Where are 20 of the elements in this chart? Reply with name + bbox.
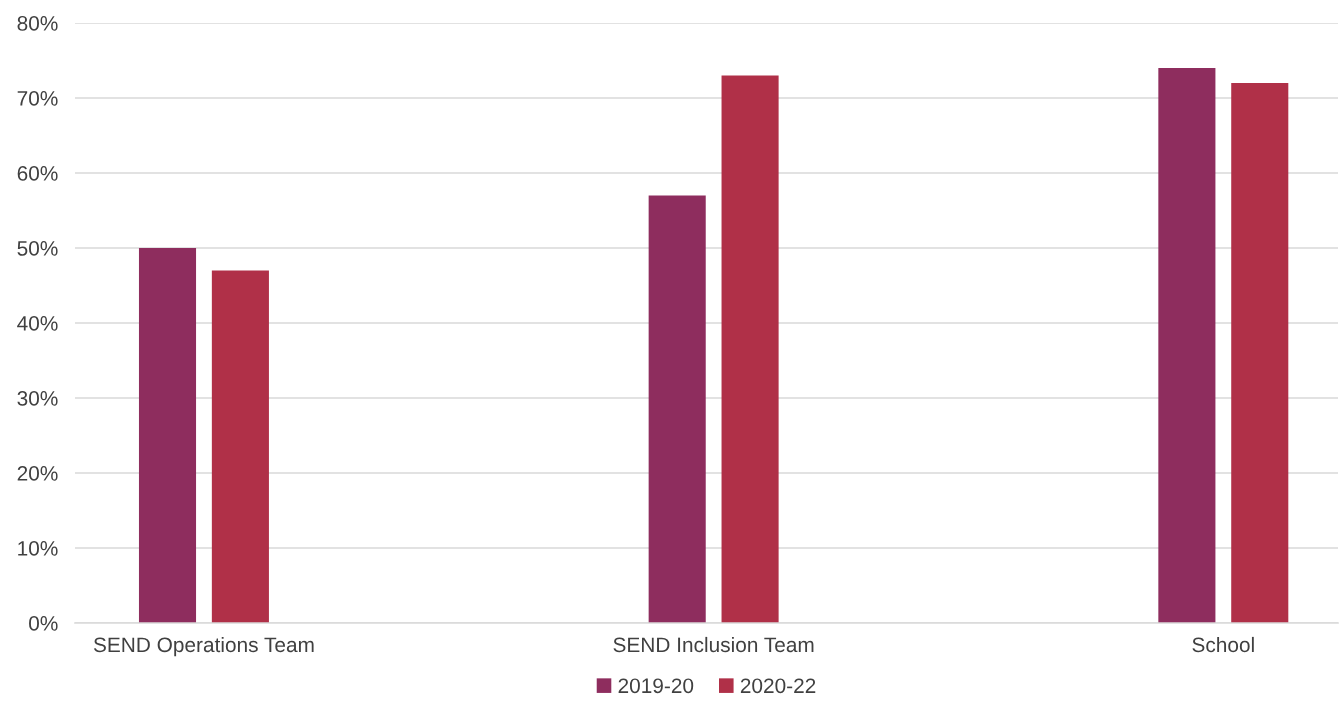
y-tick-label: 30% xyxy=(17,391,58,406)
y-tick-label: 80% xyxy=(17,16,58,31)
x-tick-label: School xyxy=(1192,636,1254,653)
y-tick-label: 40% xyxy=(17,316,58,331)
x-tick-label: SEND Operations Team xyxy=(93,636,314,657)
x-tick-label: SEND Inclusion Team xyxy=(613,636,814,653)
legend-label: 2020-22 xyxy=(740,678,816,694)
bar xyxy=(1158,68,1216,623)
y-tick-label: 60% xyxy=(17,166,58,181)
legend-label: 2019-20 xyxy=(618,678,694,694)
y-tick-label: 0% xyxy=(29,616,58,631)
bar xyxy=(138,248,197,623)
bar xyxy=(211,270,269,623)
y-tick-label: 10% xyxy=(18,541,58,556)
y-tick-label: 70% xyxy=(17,91,58,106)
bar xyxy=(721,75,779,623)
bar xyxy=(1231,83,1289,623)
y-tick-label: 50% xyxy=(17,241,58,256)
bar xyxy=(648,195,706,623)
y-tick-label: 20% xyxy=(17,466,58,481)
